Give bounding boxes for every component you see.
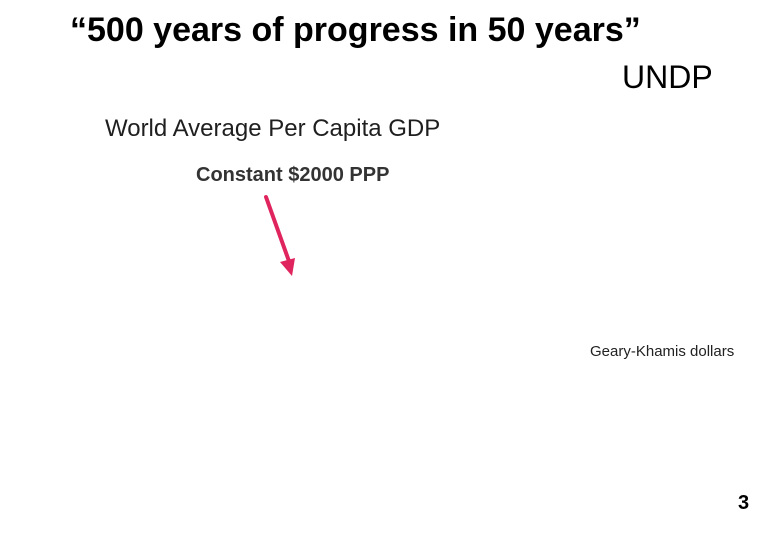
chart-subtitle: Constant $2000 PPP — [196, 164, 390, 186]
quote-attribution: UNDP — [622, 59, 713, 95]
chart-title: World Average Per Capita GDP — [105, 115, 441, 142]
page-number: 3 — [738, 492, 750, 514]
pointer-arrow-icon — [264, 195, 295, 276]
slide-quote-heading: “500 years of progress in 50 years” — [70, 11, 641, 49]
unit-note: Geary-Khamis dollars — [590, 343, 735, 360]
